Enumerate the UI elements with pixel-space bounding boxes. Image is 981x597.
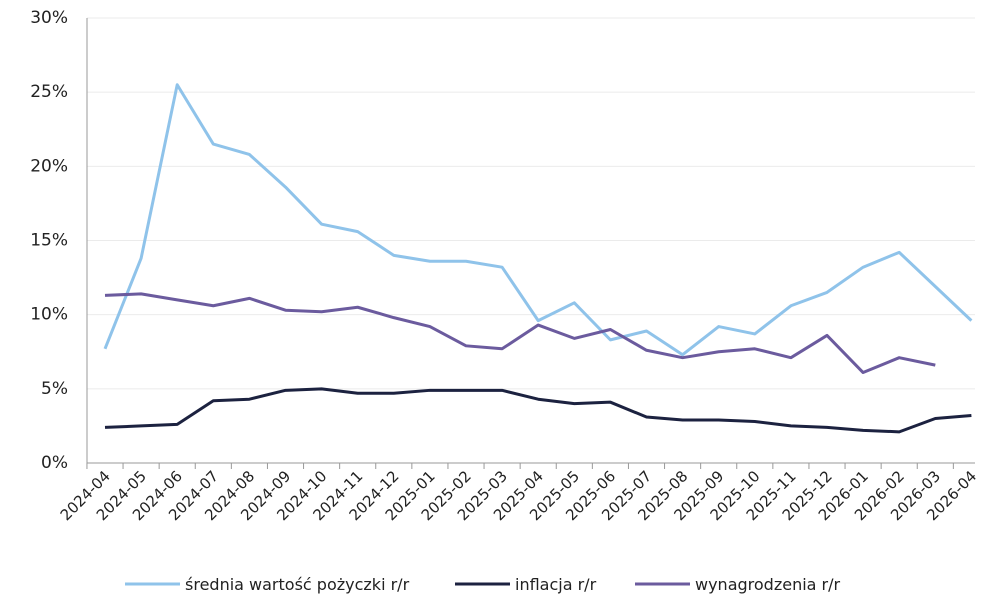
line-series — [104, 292, 936, 375]
legend-label: wynagrodzenia r/r — [695, 575, 841, 594]
y-tick-label: 10% — [30, 305, 68, 325]
y-tick-label: 15% — [30, 231, 68, 251]
y-tick-label: 20% — [30, 156, 68, 176]
y-tick-label: 0% — [41, 453, 68, 473]
legend-label: średnia wartość pożyczki r/r — [185, 575, 410, 594]
line-series — [104, 387, 972, 434]
line-series — [103, 83, 973, 357]
y-tick-label: 25% — [30, 82, 68, 102]
y-tick-label: 5% — [41, 379, 68, 399]
legend-label: inflacja r/r — [515, 575, 597, 594]
y-tick-label: 30% — [30, 8, 68, 28]
